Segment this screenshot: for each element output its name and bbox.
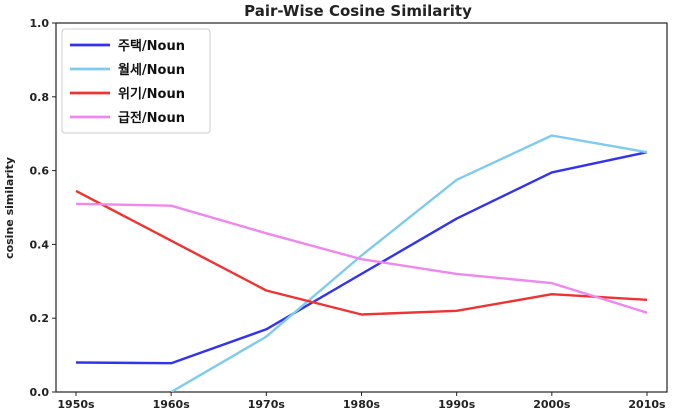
x-tick-label: 1990s xyxy=(438,398,476,411)
legend-label: 월세/Noun xyxy=(118,62,185,78)
x-tick-label: 1960s xyxy=(153,398,191,411)
y-tick-label: 0.0 xyxy=(30,386,50,399)
series-line-2 xyxy=(75,189,648,316)
series-layer xyxy=(75,134,648,392)
y-tick-label: 0.2 xyxy=(30,312,50,325)
x-tick-label: 2000s xyxy=(533,398,571,411)
ticks-layer: 1950s 1960s 1970s 1980s 1990s 2000s 2010s 0.0 0.… xyxy=(30,17,667,411)
y-tick-label: 0.8 xyxy=(30,91,50,104)
y-tick-label: 1.0 xyxy=(30,17,50,30)
legend: 주택/Noun 월세/Noun 위기/Noun 급전/Noun xyxy=(61,28,211,134)
series-line-3 xyxy=(75,202,648,314)
series-line-1 xyxy=(170,134,648,392)
x-tick-label: 1980s xyxy=(343,398,381,411)
legend-label: 주택/Noun xyxy=(118,38,185,54)
series-line-0 xyxy=(75,151,648,365)
x-tick-label: 1970s xyxy=(248,398,286,411)
y-axis-label: cosine similarity xyxy=(3,157,16,259)
legend-label: 급전/Noun xyxy=(118,110,185,126)
chart-title: Pair-Wise Cosine Similarity xyxy=(244,2,472,20)
legend-label: 위기/Noun xyxy=(118,87,185,102)
x-tick-label: 2010s xyxy=(628,398,666,411)
y-tick-label: 0.6 xyxy=(30,165,50,178)
y-tick-label: 0.4 xyxy=(30,238,50,251)
legend-box xyxy=(61,28,211,134)
x-tick-label: 1950s xyxy=(57,398,95,411)
